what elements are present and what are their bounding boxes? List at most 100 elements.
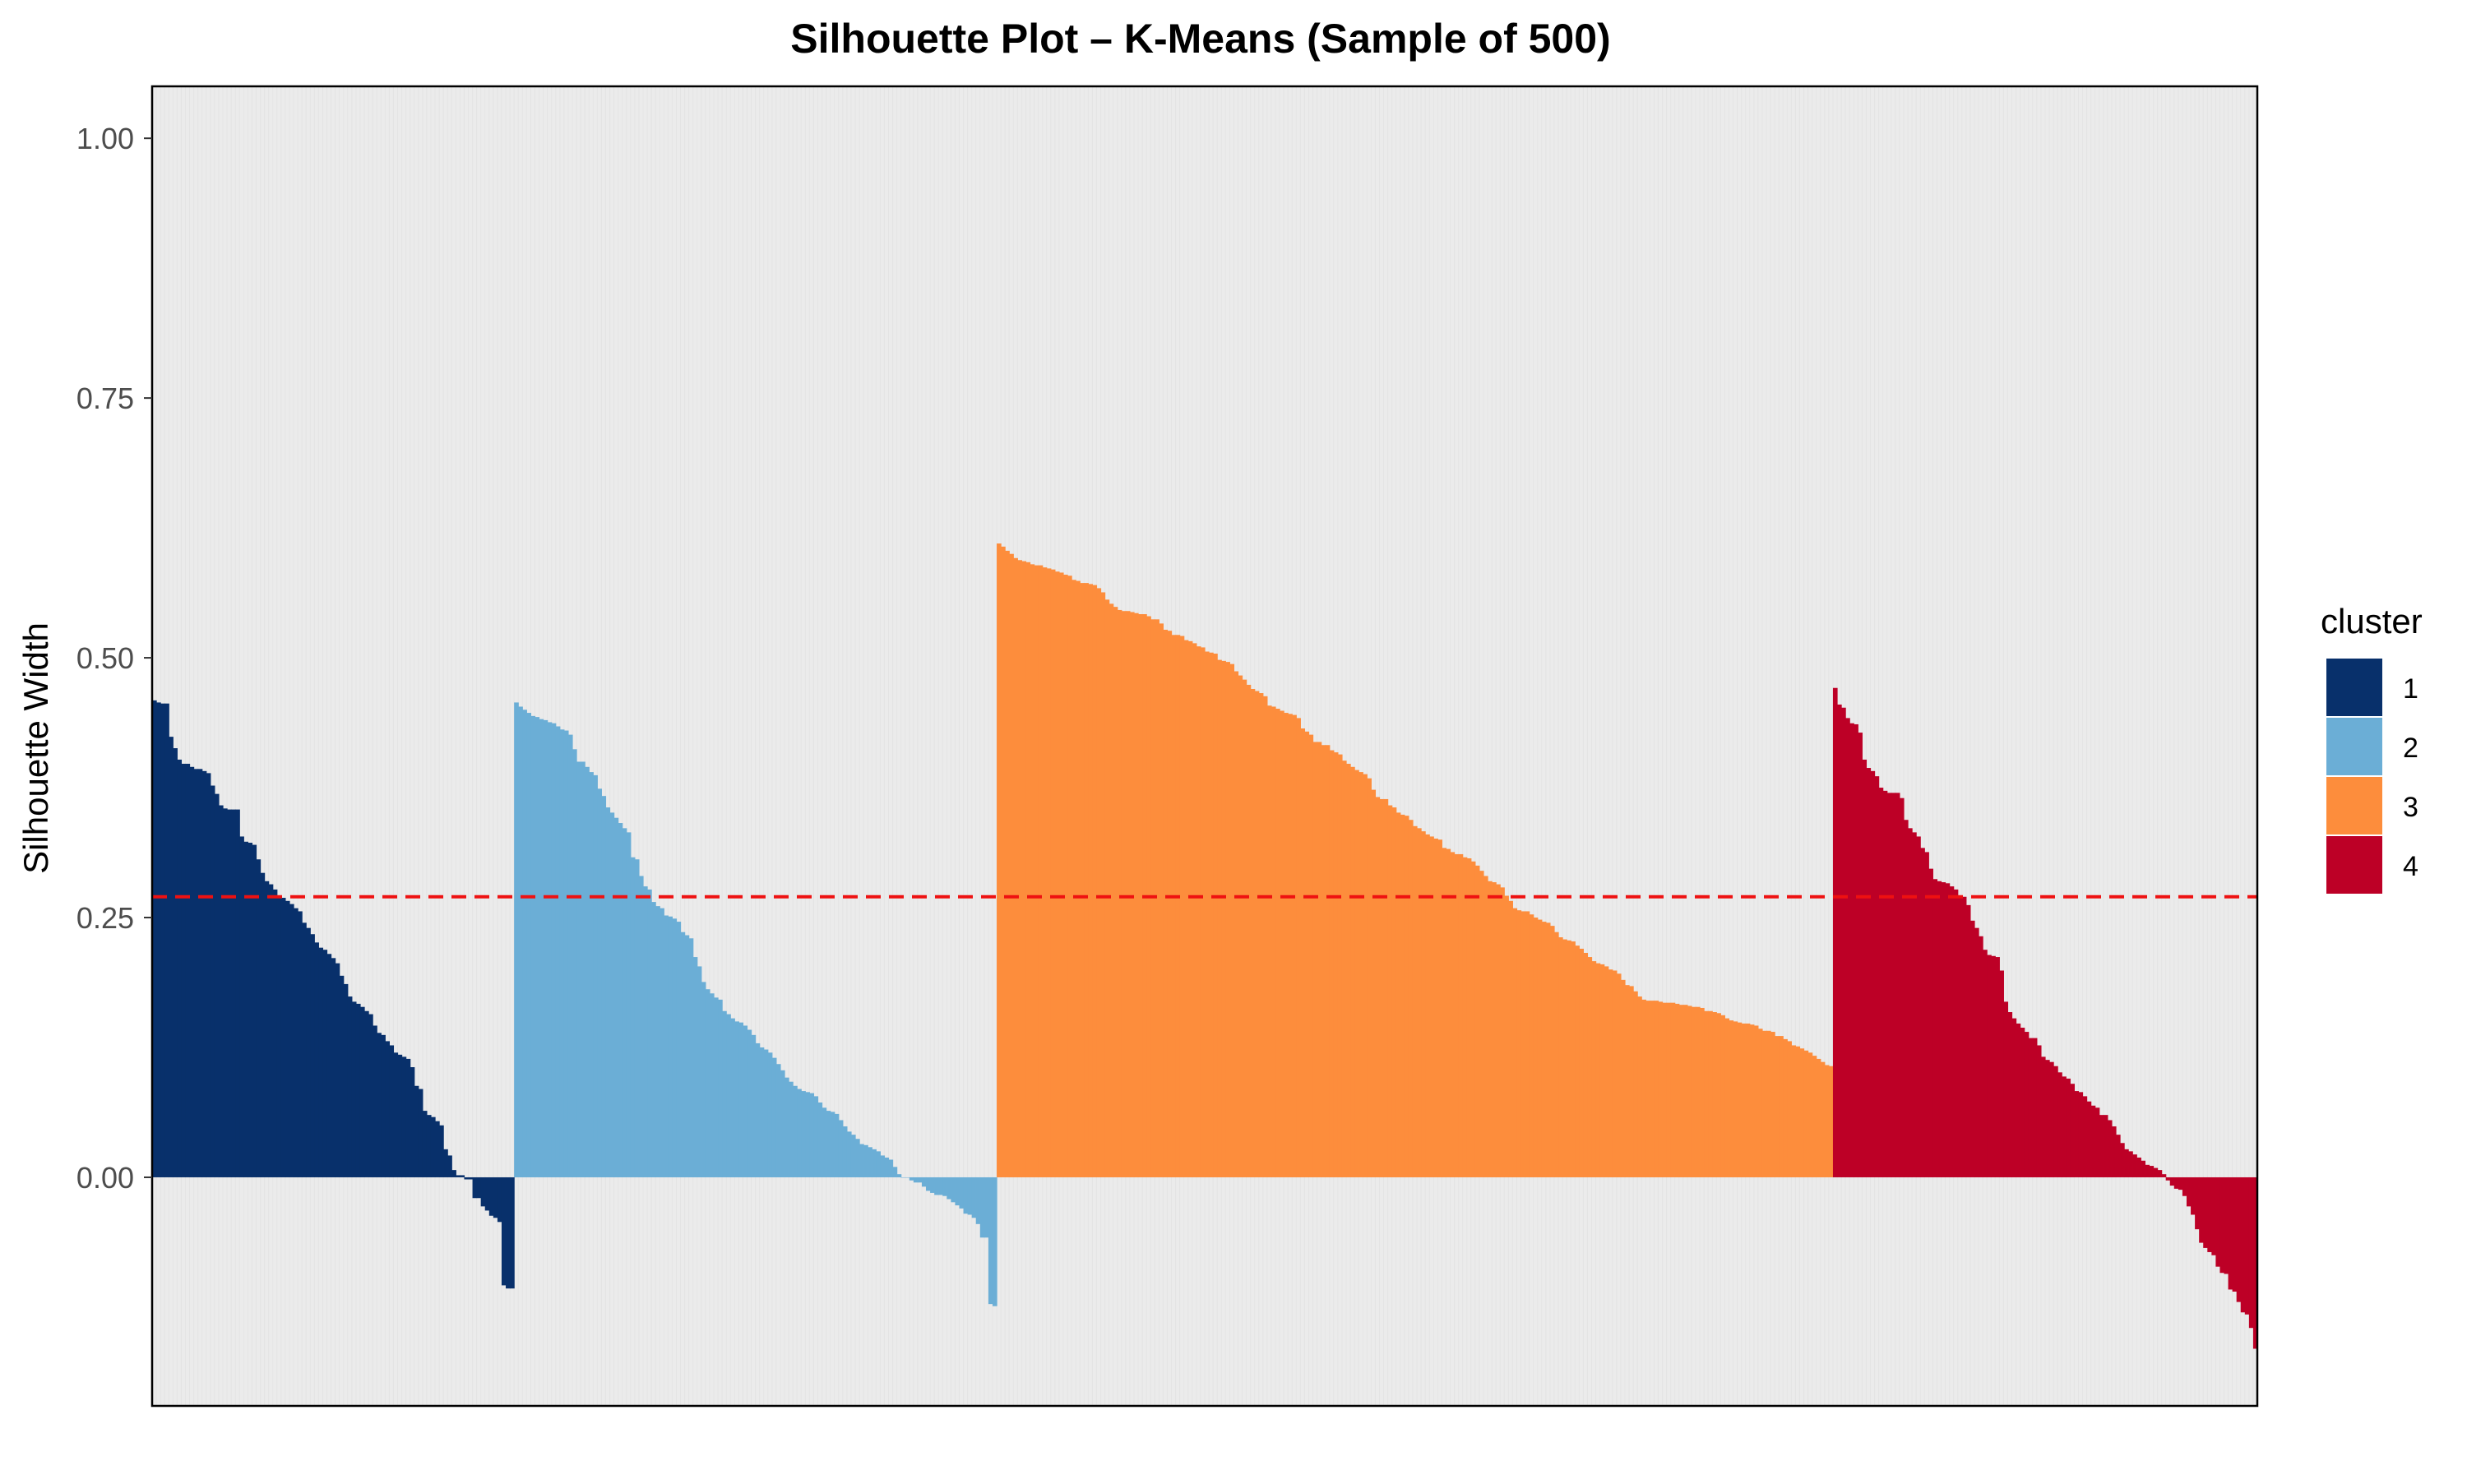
silhouette-bar: [1254, 691, 1260, 1177]
silhouette-bar: [1591, 961, 1597, 1177]
silhouette-bar: [1337, 754, 1343, 1177]
silhouette-bar: [1167, 631, 1173, 1177]
silhouette-bar: [343, 983, 349, 1177]
silhouette-bar: [863, 1144, 868, 1177]
cluster-2-bars: [514, 702, 997, 1306]
silhouette-bar: [2028, 1038, 2034, 1177]
silhouette-bar: [1599, 964, 1605, 1177]
silhouette-bar: [368, 1014, 373, 1177]
silhouette-bar: [1678, 1005, 1684, 1177]
silhouette-bar: [1300, 728, 1306, 1177]
silhouette-bar: [1072, 580, 1076, 1177]
silhouette-bar: [1104, 599, 1110, 1177]
silhouette-bar: [1433, 838, 1438, 1177]
silhouette-bar: [1308, 734, 1314, 1177]
silhouette-bar: [1953, 889, 1959, 1177]
silhouette-bar: [1516, 910, 1522, 1177]
silhouette-bar: [2252, 1177, 2258, 1349]
cluster-4-bars: [1832, 687, 2258, 1349]
silhouette-bar: [1995, 957, 2000, 1177]
silhouette-bar: [1333, 752, 1339, 1177]
silhouette-bar: [896, 1174, 902, 1177]
silhouette-bar: [410, 1067, 415, 1177]
silhouette-bar: [1949, 886, 1955, 1177]
silhouette-bar: [1325, 745, 1331, 1177]
silhouette-bar: [892, 1167, 898, 1177]
silhouette-bar: [1612, 970, 1618, 1177]
silhouette-bar: [1321, 745, 1326, 1177]
silhouette-bar: [1637, 996, 1642, 1177]
silhouette-bar: [1474, 865, 1480, 1177]
silhouette-bar: [938, 1177, 943, 1195]
silhouette-bar: [926, 1177, 931, 1191]
silhouette-bar: [173, 748, 178, 1177]
silhouette-bar: [593, 774, 598, 1177]
silhouette-bar: [1067, 576, 1072, 1177]
silhouette-bar: [655, 906, 660, 1177]
silhouette-bar: [1608, 969, 1613, 1177]
silhouette-bar: [488, 1177, 494, 1216]
silhouette-bar: [2141, 1160, 2145, 1177]
silhouette-bar: [785, 1077, 789, 1177]
silhouette-bar: [1941, 882, 1946, 1177]
silhouette-bar: [156, 702, 161, 1177]
silhouette-bar: [2024, 1032, 2030, 1177]
silhouette-bar: [1969, 920, 1975, 1177]
legend-key-1: [2325, 657, 2384, 718]
silhouette-bar: [1837, 704, 1842, 1177]
silhouette-bar: [535, 717, 540, 1177]
silhouette-bar: [809, 1093, 815, 1177]
silhouette-bar: [2007, 1012, 2013, 1177]
silhouette-bar: [2207, 1177, 2212, 1252]
y-tick-label: 0.25: [76, 901, 134, 935]
silhouette-bar: [1916, 836, 1921, 1177]
silhouette-bar: [1171, 635, 1177, 1177]
silhouette-bar: [842, 1126, 848, 1177]
silhouette-bar: [2215, 1177, 2221, 1267]
silhouette-bar: [1242, 679, 1247, 1177]
silhouette-bar: [1845, 718, 1850, 1177]
silhouette-bar: [1446, 848, 1451, 1177]
silhouette-bar: [1395, 812, 1401, 1177]
silhouette-bar: [609, 812, 615, 1177]
silhouette-bar: [838, 1120, 844, 1177]
silhouette-bar: [314, 942, 319, 1177]
silhouette-bar: [1753, 1025, 1759, 1177]
silhouette-bar: [306, 927, 311, 1177]
silhouette-bar: [2066, 1078, 2071, 1177]
silhouette-bar: [1974, 927, 1979, 1177]
silhouette-bar: [272, 889, 278, 1177]
silhouette-bar: [302, 922, 307, 1177]
silhouette-bar: [1779, 1036, 1784, 1177]
silhouette-bar: [280, 898, 286, 1177]
silhouette-bar: [1587, 957, 1593, 1177]
silhouette-bar: [660, 908, 664, 1177]
silhouette-bar: [355, 1003, 361, 1177]
silhouette-bar: [1749, 1024, 1755, 1177]
silhouette-bar: [510, 1177, 515, 1289]
silhouette-bar: [813, 1096, 819, 1177]
silhouette-bar: [1454, 853, 1460, 1177]
silhouette-bar: [2094, 1107, 2100, 1177]
silhouette-bar: [1799, 1048, 1805, 1177]
silhouette-bar: [260, 872, 266, 1177]
silhouette-bar: [1937, 881, 1942, 1177]
silhouette-bar: [747, 1029, 752, 1177]
silhouette-bar: [435, 1121, 440, 1177]
silhouette-bar: [497, 1177, 502, 1223]
silhouette-bar: [1504, 895, 1509, 1177]
silhouette-bar: [1450, 852, 1456, 1177]
silhouette-bar: [734, 1021, 739, 1177]
silhouette-bar: [1363, 774, 1368, 1177]
silhouette-bar: [1375, 797, 1381, 1177]
silhouette-bar: [1262, 696, 1268, 1177]
silhouette-bar: [1442, 848, 1447, 1177]
silhouette-bar: [2165, 1177, 2171, 1181]
silhouette-bar: [1121, 611, 1127, 1177]
silhouette-bar: [1271, 706, 1276, 1177]
silhouette-bar: [2049, 1061, 2054, 1177]
silhouette-bar: [1687, 1006, 1692, 1177]
silhouette-bar: [672, 918, 678, 1177]
silhouette-bar: [1961, 896, 1967, 1177]
silhouette-bar: [1783, 1038, 1788, 1177]
